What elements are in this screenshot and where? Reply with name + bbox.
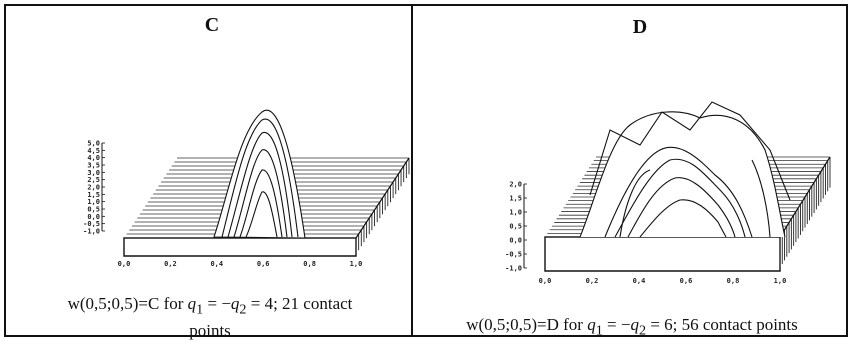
- caption-c-sub2: 2: [239, 301, 247, 318]
- panel-d-x-tick-label: 0,0: [539, 277, 552, 285]
- panel-c-surface-curve: [233, 149, 288, 238]
- caption-d-prefix: w(0,5;0,5)=D for: [466, 315, 588, 334]
- panel-c-z-tick-label: 2,5: [87, 176, 100, 184]
- caption-c-rest: = 4; 21 contact: [246, 294, 353, 313]
- caption-d-q1: q: [587, 315, 596, 334]
- caption-d-q2: q: [630, 315, 639, 334]
- panel-d-surface-plot: 2,0 1,5 1,0 0,5 0,0 -0,5 -1,0 0,0 0,2 0,4 0,6 0,8 1,…: [505, 101, 831, 285]
- panel-d-surface-curve: [589, 101, 791, 201]
- panel-divider: [411, 4, 413, 337]
- panel-d-surface-curve: [751, 159, 771, 238]
- panel-c-z-tick-label: -0,5: [83, 220, 100, 228]
- panel-d-surface-curve: [639, 199, 727, 238]
- panel-c-floor-edge: [355, 157, 410, 239]
- panel-c-x-tick-label: 0,0: [118, 260, 131, 268]
- panel-d-z-tick-label: 0,0: [509, 237, 522, 245]
- panel-d-z-tick-label: -0,5: [505, 251, 522, 259]
- panel-c-x-tick-label: 0,6: [257, 260, 270, 268]
- caption-d-sub2: 2: [638, 322, 647, 339]
- panel-d-floor-front-face: [544, 236, 781, 272]
- panel-d-floor-edge: [779, 156, 831, 238]
- caption-d-eq: = −: [602, 315, 631, 334]
- panel-c-surface-curve: [221, 118, 299, 238]
- panel-c-z-tick-label: 4,5: [87, 147, 100, 155]
- caption-c-sub1: 1: [196, 301, 204, 318]
- panel-d-surface-curve: [619, 169, 651, 238]
- panel-d-caption: w(0,5;0,5)=D for q1 = −q2 = 6; 56 contac…: [420, 314, 844, 341]
- panel-d-surface-curve: [604, 146, 753, 238]
- caption-c-eq: = −: [203, 294, 231, 313]
- panel-c-x-tick-label: 0,4: [210, 260, 223, 268]
- panel-c-surface-curve: [239, 169, 283, 238]
- panel-c-x-tick-label: 0,8: [303, 260, 316, 268]
- panel-d-x-tick-label: 0,2: [586, 277, 599, 285]
- caption-c-q1: q: [187, 294, 197, 313]
- panel-d-x-tick-label: 0,4: [633, 277, 646, 285]
- panel-d-surface-curve: [614, 158, 746, 238]
- panel-c-surface-curve: [227, 131, 293, 238]
- panel-c-z-tick-label: 5,0: [87, 140, 100, 148]
- panel-c-z-tick-label: 4,0: [87, 154, 100, 162]
- panel-d-z-tick-label: 2,0: [509, 181, 522, 189]
- panel-c-z-tick-label: 2,0: [87, 184, 100, 192]
- panel-d-z-tick-label: 1,5: [509, 195, 522, 203]
- panel-c-z-tick-label: 1,5: [87, 191, 100, 199]
- figure-border: [4, 4, 848, 337]
- panel-d-x-tick-label: 1,0: [774, 277, 787, 285]
- panel-c-surface-plot: 5,04,54,03,53,02,52,01,51,00,50,0-0,5-1,…: [83, 109, 410, 268]
- panel-c-z-tick-label: 1,0: [87, 198, 100, 206]
- panel-c-caption-line2: points: [189, 321, 231, 341]
- panel-c-z-tick-label: 3,5: [87, 162, 100, 170]
- panel-c-z-tick-label: 0,5: [87, 206, 100, 214]
- panel-c-caption-line1: w(0,5;0,5)=C for q1 = −q2 = 4; 21 contac…: [14, 293, 406, 320]
- panel-c-z-tick-label: -1,0: [83, 228, 100, 236]
- panel-c-x-tick-label: 0,2: [164, 260, 177, 268]
- panel-d-z-tick-label: 0,5: [509, 223, 522, 231]
- panel-c-title: C: [204, 14, 220, 36]
- panel-d-z-tick-label: -1,0: [505, 265, 522, 273]
- panel-c-z-tick-label: 0,0: [87, 213, 100, 221]
- caption-d-rest: = 6; 56 contact points: [646, 315, 798, 334]
- caption-c-q2: q: [230, 294, 240, 313]
- panel-d-x-tick-label: 0,8: [727, 277, 740, 285]
- panel-c-caption: w(0,5;0,5)=C for q1 = −q2 = 4; 21 contac…: [14, 293, 406, 342]
- panel-c-z-tick-label: 3,0: [87, 169, 100, 177]
- panel-d-surface-curve: [627, 177, 736, 238]
- panel-d-z-tick-label: 1,0: [509, 209, 522, 217]
- caption-d-sub1: 1: [595, 322, 603, 339]
- panel-c-floor-front-face: [123, 237, 357, 257]
- panel-d-title: D: [632, 16, 648, 38]
- panel-d-x-tick-label: 0,6: [680, 277, 693, 285]
- panel-c-x-tick-label: 1,0: [350, 260, 363, 268]
- caption-c-prefix: w(0,5;0,5)=C for: [67, 294, 188, 313]
- panel-c-surface-curve: [245, 191, 278, 238]
